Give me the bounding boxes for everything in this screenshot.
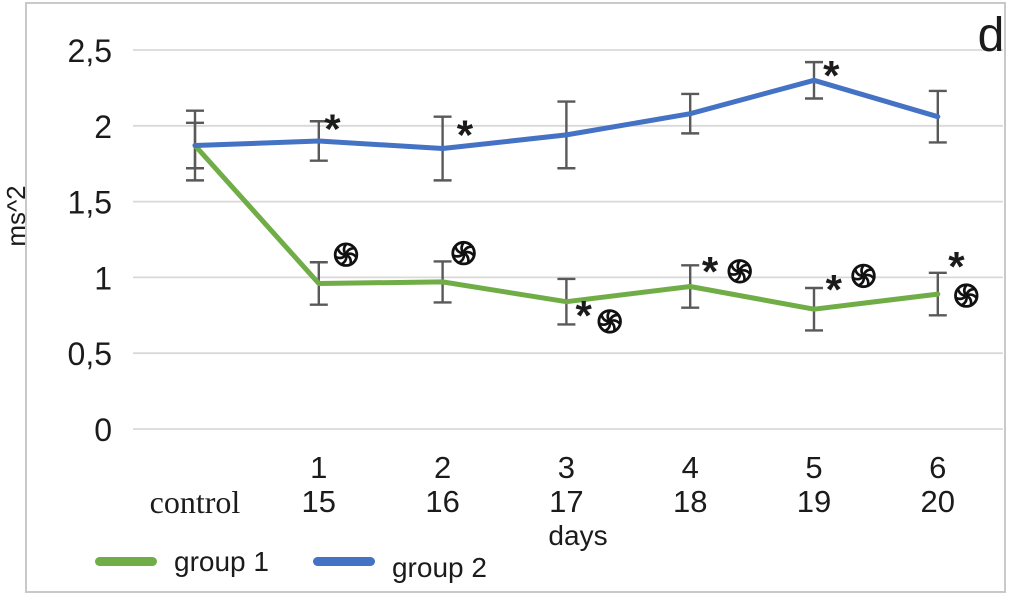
significance-asterisk: * [702,248,719,295]
series-line-group1 [192,143,941,312]
significance-asterisk: * [324,105,341,152]
significance-pinwheel-icon [333,242,359,267]
legend: group 1 group 2 [95,547,487,583]
pinwheel-blade [962,283,968,297]
significance-asterisk: * [823,52,840,99]
panel-label: d [977,9,1005,62]
pinwheel-blade [606,309,612,323]
significance-asterisk: * [576,292,593,339]
x-tick-label-day: 16 [425,484,459,519]
x-tick-label-day: 20 [921,484,955,519]
series-line-group2 [192,77,941,151]
x-tick-label: control [150,484,241,520]
y-tick-label: 2,5 [68,33,112,69]
chart-frame [25,2,1006,593]
x-axis-title: days [548,520,608,551]
x-tick-label-day: 15 [302,484,336,519]
significance-pinwheel-icon [954,283,979,308]
pinwheel-blade [460,241,466,255]
x-tick-label-day: 19 [797,484,831,519]
x-tick-label: 6 [929,450,946,485]
x-tick-label: 4 [682,450,699,485]
legend-item-group2: group 2 [312,547,487,583]
legend-label-group2: group 2 [391,552,487,583]
significance-pinwheel-icon [727,259,752,284]
x-tick-label-day: 17 [549,484,583,519]
significance-pinwheel-icon [451,240,476,266]
x-tick-label: 5 [805,450,822,485]
x-tick-label-day: 18 [673,484,707,519]
significance-asterisk: * [457,111,474,158]
group1-line-swatch [95,557,157,566]
y-tick-label: 1 [94,260,112,296]
x-tick-label: 3 [558,450,575,485]
significance-pinwheel-icon [597,309,622,334]
x-tick-label: 2 [434,450,451,485]
significance-asterisk: * [826,266,843,313]
y-tick-label: 0 [94,412,112,448]
pinwheel-blade [342,242,348,256]
legend-label-group1: group 1 [174,546,269,577]
pinwheel-blade [736,259,742,273]
y-tick-label: 1,5 [68,185,112,221]
x-tick-label: 1 [310,450,327,485]
y-axis-title: ms^2 [1,185,31,247]
significance-pinwheel-icon [851,263,876,289]
significance-asterisk: * [948,243,965,290]
group2-line-swatch [312,557,375,566]
y-tick-label: 2 [94,109,112,145]
pinwheel-blade [860,263,866,278]
y-tick-label: 0,5 [68,336,112,372]
legend-item-group1: group 1 [95,547,269,577]
